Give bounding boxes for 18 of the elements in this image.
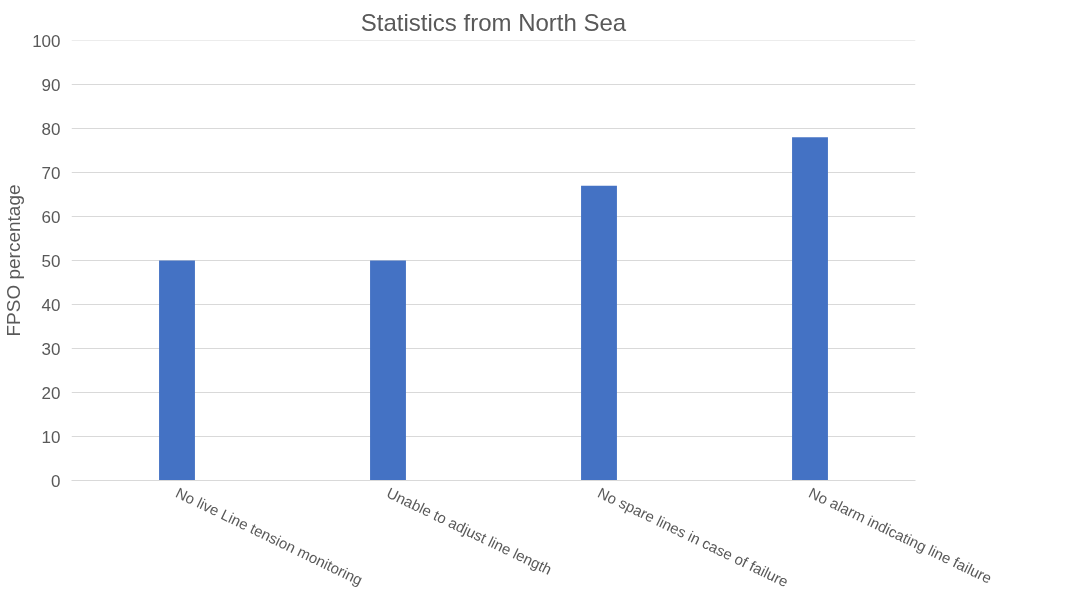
y-tick-label: 0 [51, 471, 61, 491]
y-tick-label: 100 [32, 31, 61, 51]
bar [792, 137, 828, 481]
bar [159, 260, 195, 481]
y-tick-label: 30 [41, 339, 61, 359]
chart-title: Statistics from North Sea [360, 8, 627, 36]
y-tick-label: 80 [41, 119, 61, 139]
bar [370, 260, 406, 481]
y-tick-label: 90 [41, 75, 61, 95]
y-tick-label: 50 [41, 251, 61, 271]
bar [581, 185, 617, 481]
y-tick-label: 60 [41, 207, 61, 227]
y-tick-label: 70 [41, 163, 61, 183]
x-tick-label: No spare lines in case of failure [595, 483, 792, 591]
y-axis-title: FPSO percentage [3, 184, 25, 337]
y-tick-label: 40 [41, 295, 61, 315]
y-tick-label: 20 [41, 383, 61, 403]
y-tick-label: 10 [41, 427, 61, 447]
